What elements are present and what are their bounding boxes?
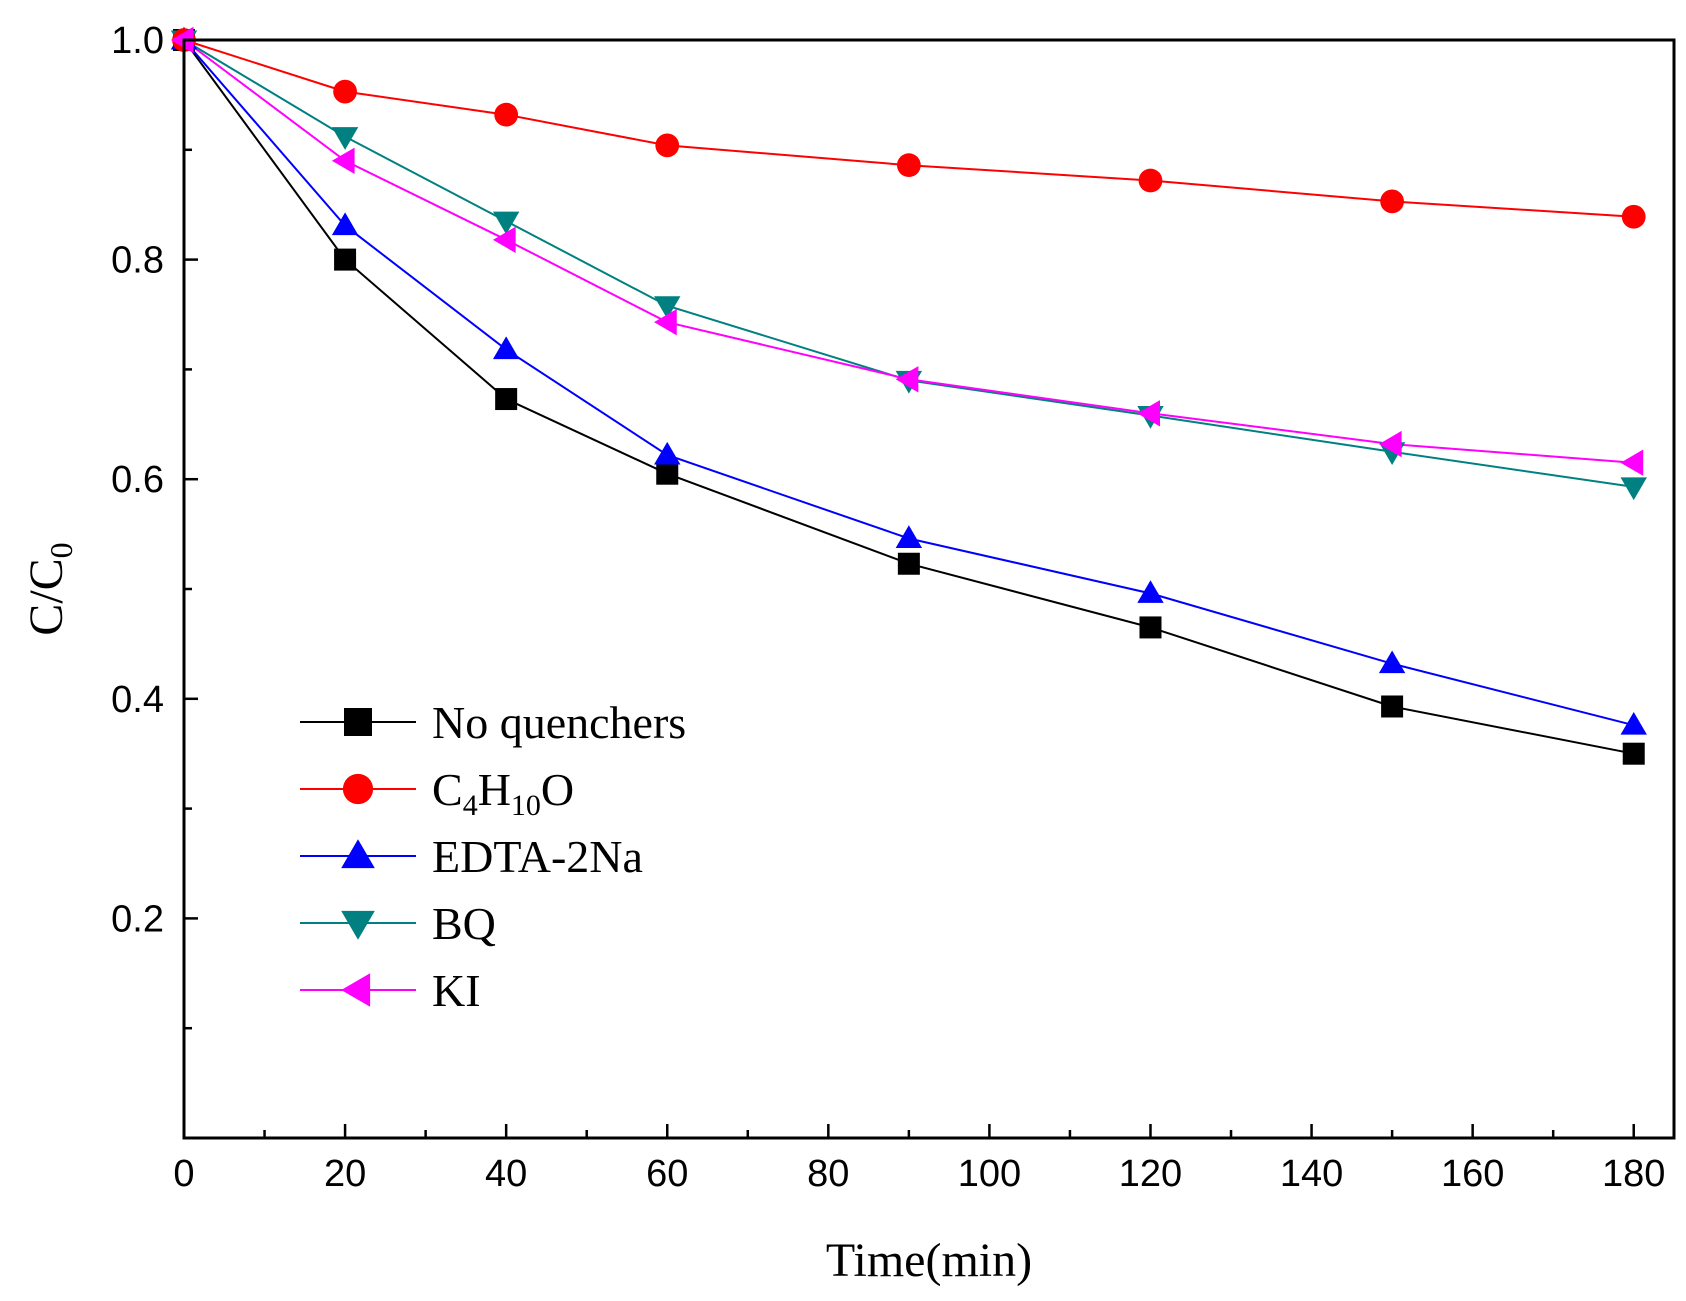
- legend-marker: [342, 773, 374, 805]
- data-point: [1620, 477, 1647, 501]
- data-point: [1378, 650, 1406, 674]
- data-point: [331, 212, 359, 236]
- series-line: [183, 39, 1634, 488]
- x-tick-label: 40: [485, 1153, 527, 1195]
- data-point: [1620, 711, 1647, 735]
- legend-label: No quenchers: [432, 697, 686, 748]
- data-point: [1380, 189, 1404, 214]
- data-point: [1137, 580, 1164, 603]
- data-point: [655, 133, 680, 158]
- legend-label-text: EDTA-2Na: [432, 831, 643, 882]
- data-point: [331, 127, 359, 150]
- data-point: [654, 308, 677, 336]
- data-point: [333, 79, 357, 104]
- legend-label-text: KI: [432, 965, 481, 1016]
- legend-marker: [341, 839, 375, 869]
- legend-item: No quenchers: [300, 697, 686, 748]
- y-tick-label: 0.6: [111, 459, 164, 501]
- legend-label-text: O: [541, 764, 574, 815]
- data-point: [1139, 616, 1162, 639]
- legend-item: BQ: [300, 898, 496, 949]
- legend-item: C4H10O: [300, 764, 574, 822]
- series-line: [183, 39, 1634, 218]
- legend-label: C4H10O: [432, 764, 574, 822]
- x-tick-label: 180: [1602, 1153, 1665, 1195]
- legend-item: KI: [300, 965, 481, 1016]
- y-axis-title-subscript: 0: [43, 542, 79, 558]
- data-point: [492, 211, 520, 235]
- y-tick-label: 1.0: [111, 20, 164, 62]
- data-point: [331, 147, 355, 174]
- data-point: [1620, 449, 1644, 476]
- y-axis-title: C/C0: [20, 542, 79, 635]
- legend-label: KI: [432, 965, 481, 1016]
- legend-label-subscript: 4: [463, 789, 478, 822]
- legend-label-text: C: [432, 764, 463, 815]
- data-point: [170, 26, 194, 54]
- y-tick-label: 0.8: [111, 240, 164, 282]
- legend-marker: [341, 910, 375, 940]
- y-tick-label: 0.2: [111, 898, 164, 940]
- legend-label-text: BQ: [432, 898, 496, 949]
- x-axis-title: Time(min): [826, 1234, 1032, 1287]
- data-point: [895, 525, 923, 548]
- data-point: [334, 248, 357, 271]
- x-tick-label: 100: [958, 1153, 1021, 1195]
- data-point: [1137, 400, 1160, 427]
- data-point: [654, 441, 681, 465]
- x-tick-label: 80: [807, 1153, 849, 1195]
- data-point: [896, 153, 921, 178]
- x-tick-label: 0: [173, 1153, 194, 1195]
- y-tick-label: 0.4: [111, 679, 164, 721]
- data-point: [897, 552, 920, 575]
- legend-marker: [341, 973, 371, 1007]
- legend-item: EDTA-2Na: [300, 831, 643, 882]
- data-point: [492, 226, 516, 254]
- x-tick-label: 140: [1280, 1153, 1343, 1195]
- legend-marker: [344, 708, 372, 736]
- data-point: [1621, 204, 1646, 229]
- data-point: [1622, 742, 1645, 765]
- data-point: [495, 388, 518, 411]
- axis-ticks: 0 20 40 60 80 100 120 140 160 180 0.2 0.4 0.6 0.8 1.0: [111, 20, 1665, 1195]
- x-tick-label: 160: [1441, 1153, 1504, 1195]
- data-point: [895, 366, 919, 393]
- series-line: [183, 39, 1634, 464]
- legend-label: BQ: [432, 898, 496, 949]
- legend-label: EDTA-2Na: [432, 831, 643, 882]
- data-point: [492, 336, 520, 360]
- data-point: [654, 296, 681, 319]
- series-layer: [170, 26, 1647, 765]
- legend-label-text: No quenchers: [432, 697, 686, 748]
- series-line: [183, 39, 1634, 755]
- x-tick-label: 60: [646, 1153, 688, 1195]
- x-tick-label: 120: [1119, 1153, 1182, 1195]
- data-point: [656, 462, 679, 485]
- x-tick-label: 20: [324, 1153, 366, 1195]
- data-point: [1378, 430, 1402, 458]
- y-axis-title-main: C/C: [20, 558, 73, 635]
- legend-label-subscript: 10: [511, 789, 541, 822]
- legend-label-text: H: [478, 764, 511, 815]
- legend: No quenchers C4H10O EDTA-2Na BQ KI: [300, 697, 686, 1016]
- data-point: [494, 102, 519, 127]
- series-line: [183, 39, 1634, 727]
- data-point: [1138, 168, 1163, 193]
- data-point: [1381, 695, 1404, 718]
